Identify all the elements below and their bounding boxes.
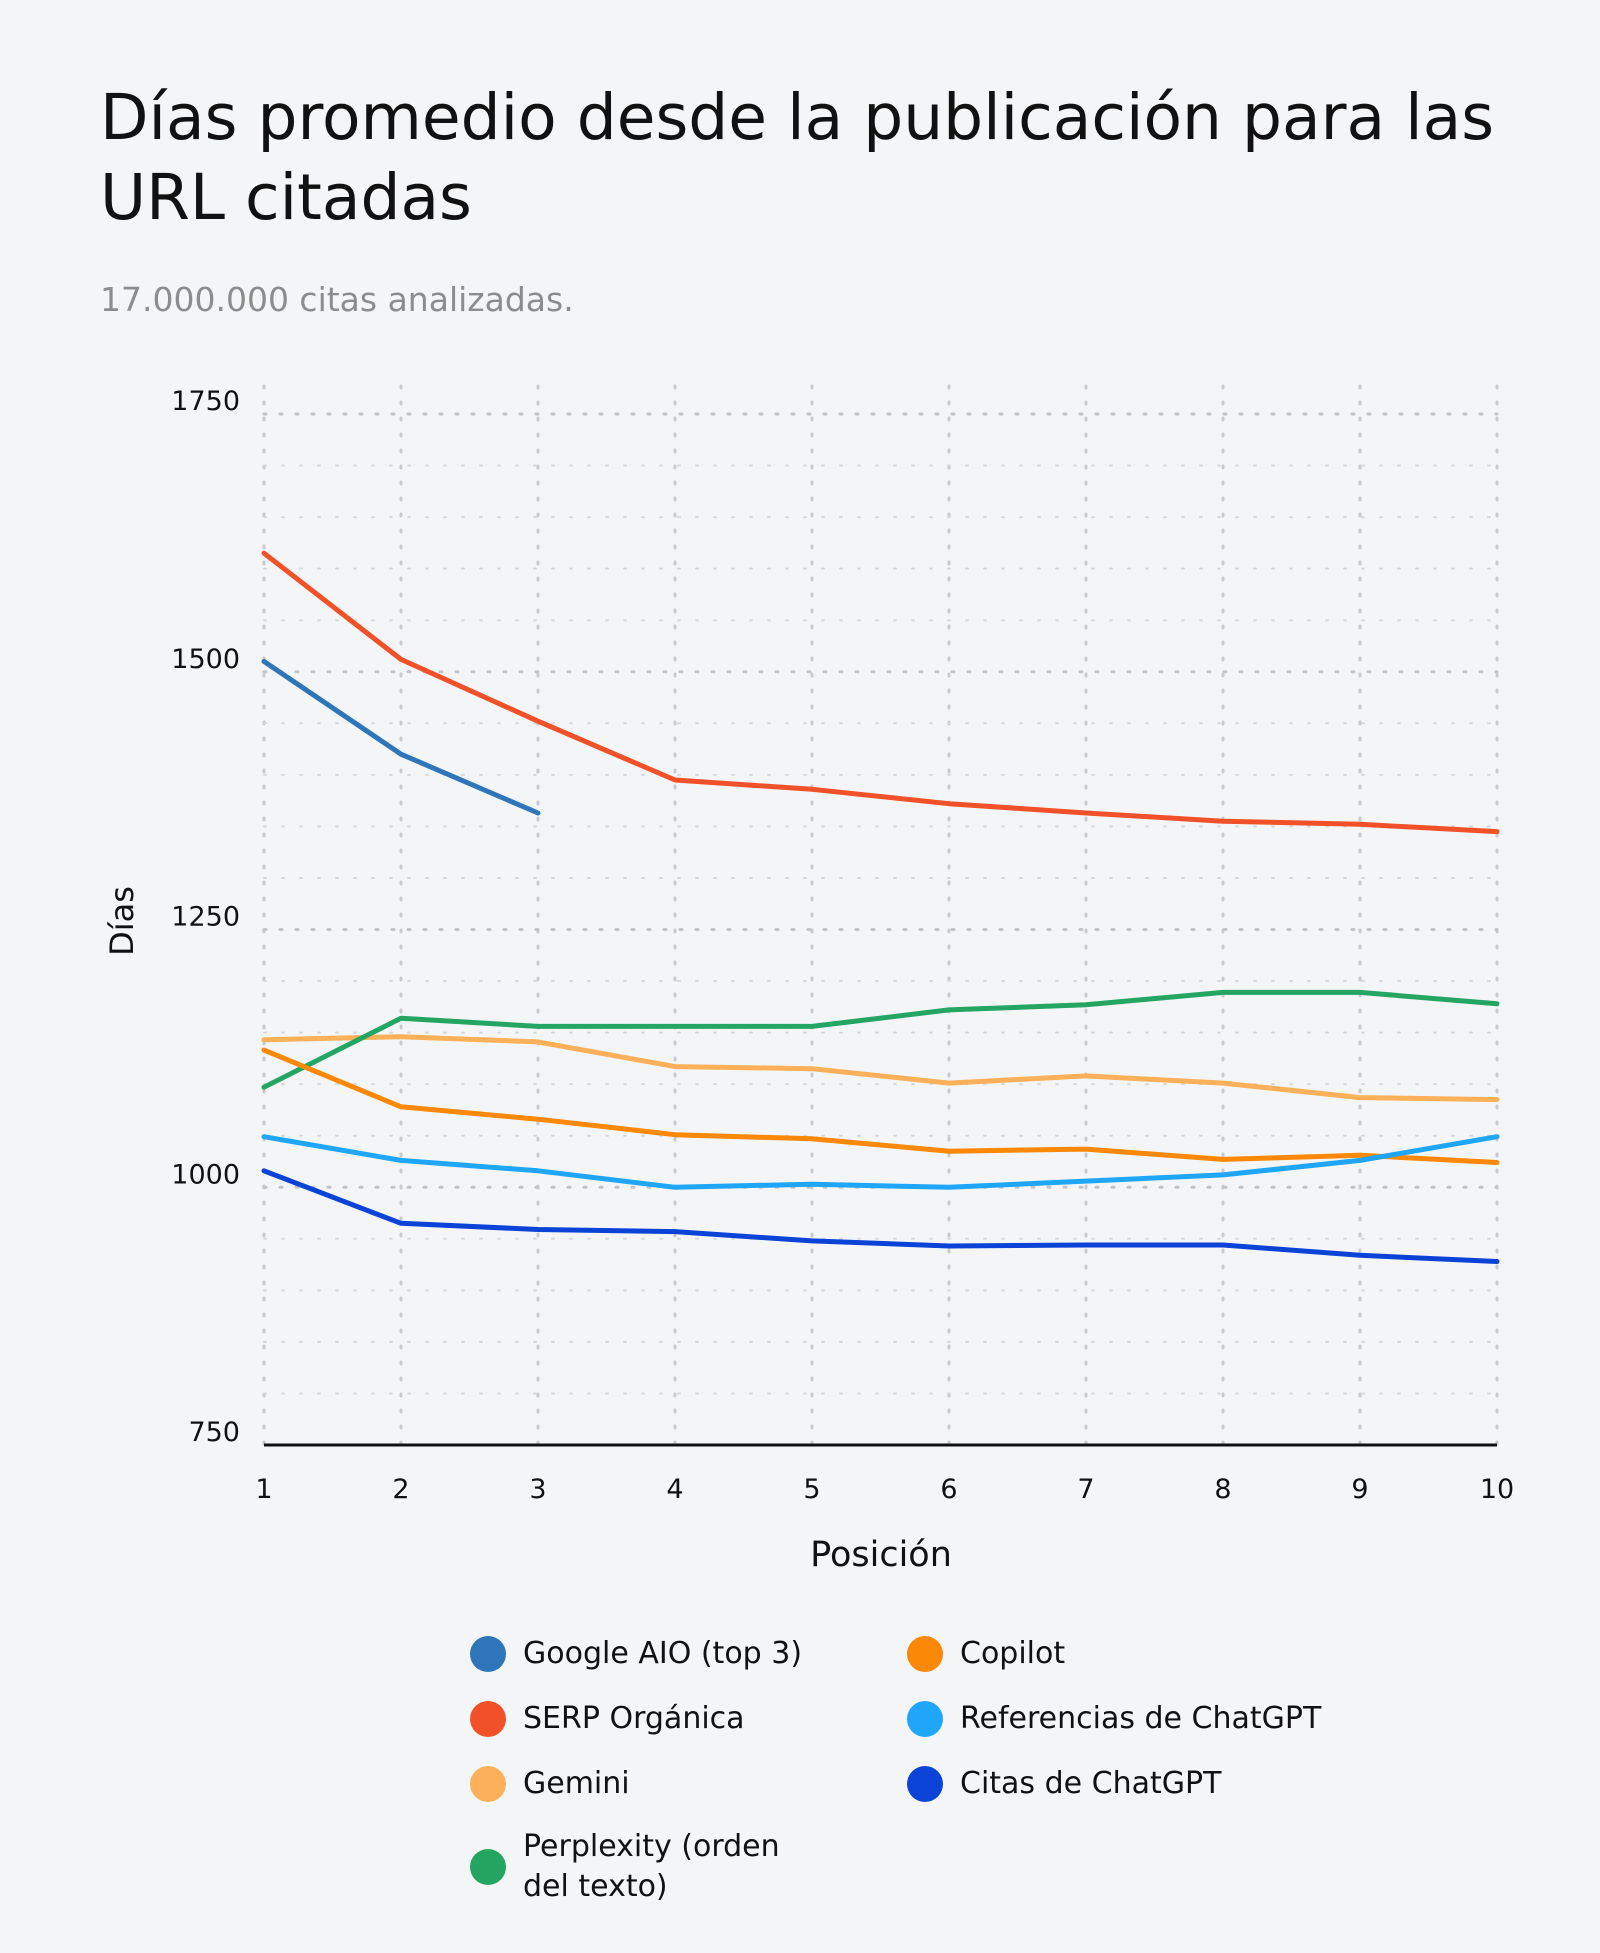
x-tick-label: 1	[255, 1474, 272, 1505]
y-axis-label: Días	[103, 886, 141, 956]
legend-item: Copilot	[907, 1632, 1387, 1675]
axis-layer: 750 1000 1250 1500 1750 1 2 3 4 5 6 7 8 9 10	[171, 386, 1514, 1505]
x-tick-label: 8	[1214, 1474, 1231, 1505]
x-tick-label: 2	[392, 1474, 409, 1505]
x-tick-label: 6	[940, 1474, 957, 1505]
x-tick-label: 5	[803, 1474, 820, 1505]
legend-swatch	[907, 1635, 943, 1672]
x-tick-label: 10	[1480, 1474, 1514, 1505]
x-tick-label: 9	[1351, 1474, 1368, 1505]
legend-item: Google AIO (top 3)	[470, 1632, 907, 1675]
grid-layer	[262, 384, 1499, 1447]
series-line-copilot	[261, 1047, 1500, 1165]
x-tick-label: 4	[666, 1474, 683, 1505]
series-line-serp-organica	[261, 550, 1500, 835]
legend-swatch	[470, 1700, 506, 1737]
legend-item: Referencias de ChatGPT	[907, 1697, 1387, 1740]
series-line-referencias-de-chatgpt	[261, 1134, 1500, 1190]
chart-legend: Google AIO (top 3) Copilot SERP Orgánica Re…	[470, 1632, 1420, 1907]
series-line-citas-de-chatgpt	[261, 1168, 1500, 1264]
y-tick-label: 1000	[171, 1159, 240, 1190]
chart-title: Días promedio desde la publicación para …	[100, 81, 1495, 234]
x-tick-label: 7	[1077, 1474, 1094, 1505]
legend-label: SERP Orgánica	[523, 1700, 745, 1736]
legend-label: Referencias de ChatGPT	[960, 1700, 1322, 1736]
legend-label: Google AIO (top 3)	[523, 1635, 803, 1671]
legend-swatch	[470, 1849, 506, 1885]
legend-swatch	[470, 1635, 506, 1672]
y-tick-label: 1500	[171, 644, 240, 675]
legend-item: SERP Orgánica	[470, 1697, 907, 1740]
x-axis-label: Posición	[810, 1535, 952, 1575]
legend-item: Gemini	[470, 1762, 907, 1805]
legend-item: Citas de ChatGPT	[907, 1762, 1387, 1805]
y-tick-label: 750	[188, 1417, 240, 1448]
x-tick-label: 3	[529, 1474, 546, 1505]
legend-swatch	[470, 1765, 506, 1802]
series-line-perplexity-orden-del-texto	[261, 989, 1500, 1090]
chart-subtitle: 17.000.000 citas analizadas.	[100, 280, 574, 319]
legend-label: Gemini	[523, 1765, 630, 1801]
series-line-google-aio-top-3	[261, 658, 541, 816]
y-tick-label: 1250	[171, 902, 240, 933]
legend-swatch	[907, 1700, 943, 1737]
legend-label: Perplexity (orden del texto)	[523, 1829, 780, 1904]
legend-label: Copilot	[960, 1635, 1066, 1671]
legend-label: Citas de ChatGPT	[960, 1765, 1222, 1801]
legend-item: Perplexity (orden del texto)	[470, 1827, 907, 1907]
y-tick-label: 1750	[171, 386, 240, 417]
legend-swatch	[907, 1765, 943, 1802]
series-layer	[261, 550, 1500, 1264]
series-line-gemini	[261, 1034, 1500, 1103]
